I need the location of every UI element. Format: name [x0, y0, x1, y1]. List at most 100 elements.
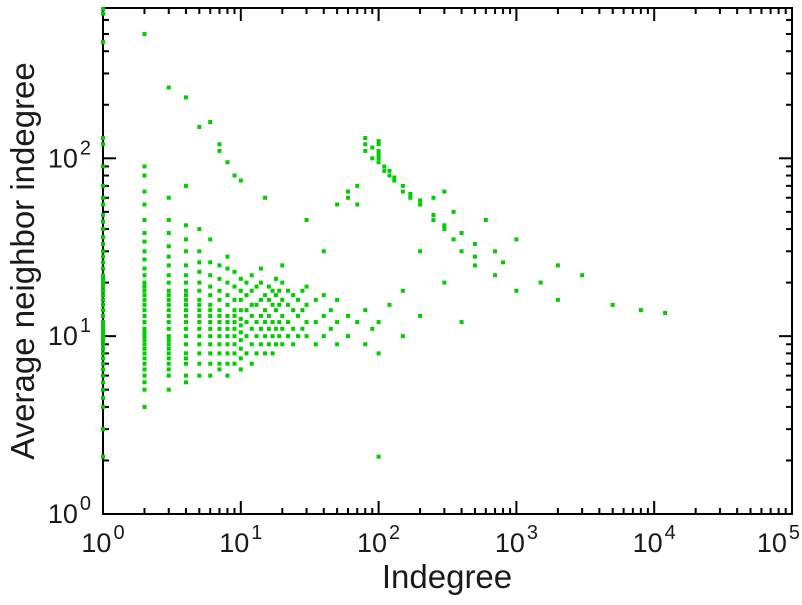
data-point: [142, 367, 147, 372]
data-point: [249, 342, 254, 347]
data-point: [225, 280, 230, 285]
data-point: [142, 266, 147, 271]
data-point: [197, 288, 202, 293]
data-point: [101, 227, 105, 232]
data-point: [197, 326, 202, 331]
data-point: [101, 276, 105, 281]
data-point: [142, 297, 147, 302]
axis-tick-labels: 10 0 101 10 2 10 3 10 4 10 5 10 0 10 1 10 2: [48, 137, 800, 558]
data-point: [225, 293, 230, 298]
data-point: [225, 266, 230, 271]
data-point: [101, 302, 105, 307]
data-point: [166, 217, 171, 222]
data-point: [238, 276, 243, 281]
data-point: [142, 404, 147, 409]
data-point: [249, 302, 254, 307]
data-point: [197, 280, 202, 285]
data-point: [142, 380, 147, 385]
data-point: [217, 351, 222, 356]
svg-text:101: 101: [48, 315, 91, 351]
data-point: [142, 164, 147, 169]
data-point: [142, 338, 147, 343]
data-point: [166, 85, 171, 90]
data-point: [142, 373, 147, 378]
data-point: [101, 273, 105, 278]
data-point: [313, 320, 318, 325]
data-point: [101, 361, 105, 366]
data-point: [217, 320, 222, 325]
data-point: [101, 164, 105, 169]
data-point: [280, 313, 285, 318]
data-point: [408, 195, 413, 200]
data-point: [101, 254, 105, 259]
data-point: [238, 356, 243, 361]
data-point: [483, 217, 488, 222]
data-point: [166, 254, 171, 259]
data-point: [258, 313, 263, 318]
data-point: [101, 284, 105, 289]
data-point: [263, 320, 268, 325]
data-point: [363, 148, 368, 153]
data-point: [295, 334, 300, 339]
data-point: [232, 326, 237, 331]
data-point: [101, 334, 105, 339]
data-point: [280, 326, 285, 331]
data-point: [183, 313, 188, 318]
data-point: [232, 173, 237, 178]
data-point: [101, 266, 105, 271]
data-point: [280, 297, 285, 302]
data-point: [400, 288, 405, 293]
data-point: [232, 361, 237, 366]
data-point: [249, 326, 254, 331]
data-point: [142, 239, 147, 244]
data-point: [418, 313, 423, 318]
data-point: [335, 202, 340, 207]
data-point: [273, 276, 278, 281]
data-point: [408, 191, 413, 196]
data-point: [254, 284, 259, 289]
data-point: [291, 293, 296, 298]
data-point: [208, 284, 213, 289]
data-point: [472, 263, 477, 268]
data-point: [101, 136, 105, 141]
data-point: [238, 297, 243, 302]
data-point: [266, 342, 271, 347]
data-point: [197, 269, 202, 274]
data-point: [387, 168, 392, 173]
data-point: [442, 223, 447, 228]
data-point: [183, 320, 188, 325]
data-point: [166, 334, 171, 339]
data-point: [313, 297, 318, 302]
data-point: [232, 297, 237, 302]
data-point: [376, 156, 381, 161]
data-point: [183, 183, 188, 188]
data-point: [197, 334, 202, 339]
data-point: [277, 320, 282, 325]
data-point: [208, 351, 213, 356]
data-point: [249, 361, 254, 366]
data-point: [217, 334, 222, 339]
y-axis-label: Average neighbor indegree: [4, 62, 41, 460]
data-point: [313, 342, 318, 347]
data-point: [254, 320, 259, 325]
data-point: [418, 249, 423, 254]
svg-text:104: 10 4: [633, 522, 676, 558]
data-point: [291, 308, 296, 313]
data-point: [244, 351, 249, 356]
data-point: [166, 280, 171, 285]
data-point: [183, 223, 188, 228]
data-point: [142, 330, 147, 335]
data-point: [183, 351, 188, 356]
data-point: [244, 308, 249, 313]
data-point: [183, 297, 188, 302]
data-point: [217, 276, 222, 281]
data-point: [183, 280, 188, 285]
data-point: [101, 202, 105, 207]
data-point: [225, 313, 230, 318]
data-point: [142, 257, 147, 262]
data-point: [263, 351, 268, 356]
data-point: [638, 308, 643, 313]
scatter-points: [101, 7, 668, 459]
data-point: [217, 142, 222, 147]
